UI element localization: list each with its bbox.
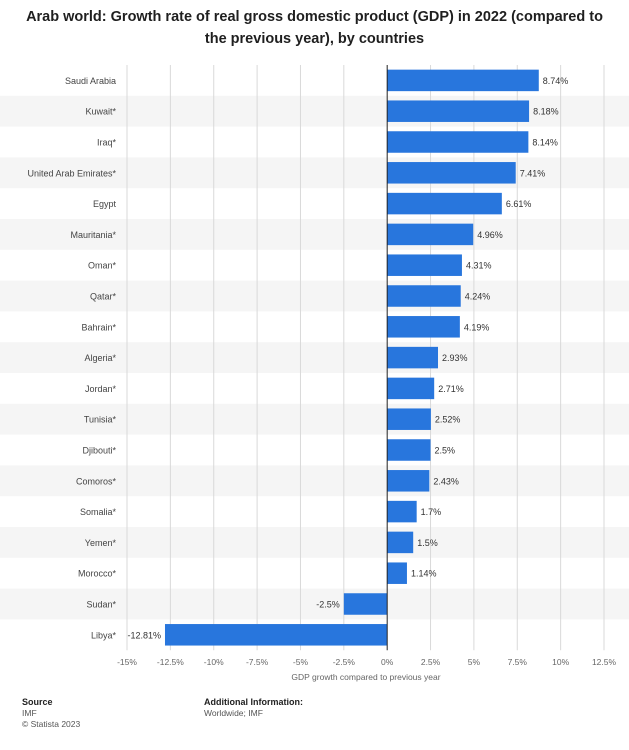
category-label: Comoros* (76, 476, 117, 486)
source-heading: Source (22, 697, 53, 707)
copyright: © Statista 2023 (22, 719, 81, 729)
row-band (0, 588, 629, 620)
source-name: IMF (22, 708, 37, 718)
additional-info-heading: Additional Information: (204, 697, 303, 707)
x-tick-label: -10% (204, 657, 224, 667)
bar (387, 408, 431, 430)
x-tick-label: 10% (552, 657, 569, 667)
value-label: 4.96% (477, 230, 503, 240)
category-label: Libya* (91, 630, 117, 640)
x-axis-label: GDP growth compared to previous year (291, 672, 440, 682)
value-label: 4.24% (465, 292, 491, 302)
value-label: 2.52% (435, 415, 461, 425)
category-label: Mauritania* (70, 230, 116, 240)
category-label: Oman* (88, 261, 117, 271)
value-label: 2.93% (442, 353, 468, 363)
bar (387, 562, 407, 584)
bar (387, 162, 516, 184)
x-tick-label: 2.5% (421, 657, 441, 667)
value-label: 8.74% (543, 76, 569, 86)
value-label: 4.31% (466, 261, 492, 271)
bar (387, 346, 439, 369)
category-label: Jordan* (85, 384, 117, 394)
category-labels: Saudi Arabia Kuwait* Iraq* United Arab Emir… (27, 76, 116, 640)
bar (343, 593, 388, 615)
value-label: 2.71% (438, 384, 464, 394)
x-tick-labels: -15% -12.5% -10% -7.5% -5% -2.5% 0% 2.5% 5% 7.5% 1… (117, 657, 616, 667)
x-tick-label: -2.5% (333, 657, 356, 667)
category-label: Egypt (93, 199, 117, 209)
x-tick-label: 0% (381, 657, 394, 667)
additional-info-block: Additional Information: Worldwide; IMF (204, 697, 303, 719)
bar (387, 439, 431, 461)
value-label: 6.61% (506, 199, 532, 209)
x-tick-label: 12.5% (592, 657, 617, 667)
bar (387, 69, 539, 92)
bar (387, 500, 417, 523)
bar (387, 316, 460, 338)
source-block: Source IMF © Statista 2023 (22, 697, 80, 730)
value-label: -2.5% (316, 600, 340, 610)
value-label: 2.5% (435, 446, 456, 456)
bar-chart: Saudi Arabia Kuwait* Iraq* United Arab Emir… (0, 65, 629, 682)
row-band (0, 280, 629, 312)
category-label: Bahrain* (81, 322, 116, 332)
value-label: 1.7% (421, 507, 442, 517)
x-tick-label: -5% (293, 657, 309, 667)
category-label: Iraq* (97, 138, 117, 148)
category-label: Djibouti* (82, 446, 116, 456)
bar (387, 254, 462, 276)
bar (387, 100, 530, 122)
x-tick-label: -15% (117, 657, 137, 667)
value-label: 4.19% (464, 322, 490, 332)
value-label: 1.5% (417, 538, 438, 548)
bar (164, 624, 388, 646)
row-band (0, 403, 629, 435)
bar (387, 131, 529, 153)
additional-info-text: Worldwide; IMF (204, 708, 263, 718)
value-label: 7.41% (520, 168, 546, 178)
category-label: Saudi Arabia (65, 76, 116, 86)
bars (164, 69, 539, 646)
value-label: -12.81% (127, 630, 161, 640)
bar (387, 377, 435, 400)
bar (387, 470, 430, 492)
row-band (0, 342, 629, 373)
x-tick-label: 5% (468, 657, 481, 667)
value-label: 8.14% (532, 138, 558, 148)
bar (387, 192, 502, 215)
value-label: 1.14% (411, 569, 437, 579)
category-label: Tunisia* (84, 415, 117, 425)
x-tick-label: 7.5% (508, 657, 528, 667)
bar (387, 285, 461, 307)
bar (387, 531, 414, 554)
x-tick-label: -7.5% (246, 657, 269, 667)
chart-title: Arab world: Growth rate of real gross do… (26, 9, 603, 47)
category-label: Kuwait* (85, 107, 116, 117)
category-label: Qatar* (90, 292, 117, 302)
row-band (0, 157, 629, 189)
category-label: Morocco* (78, 569, 117, 579)
value-label: 8.18% (533, 107, 559, 117)
category-label: United Arab Emirates* (27, 168, 116, 178)
row-band (0, 219, 629, 250)
value-label: 2.43% (433, 476, 459, 486)
category-label: Sudan* (86, 600, 116, 610)
bar (387, 223, 474, 246)
x-tick-label: -12.5% (157, 657, 184, 667)
row-band (0, 527, 629, 558)
category-label: Somalia* (80, 507, 117, 517)
category-label: Algeria* (84, 353, 116, 363)
row-band (0, 465, 629, 497)
row-bands (0, 95, 629, 620)
category-label: Yemen* (85, 538, 117, 548)
value-labels: 8.74% 8.18% 8.14% 7.41% 6.61% 4.96% 4.31% 4.24%… (127, 76, 568, 640)
